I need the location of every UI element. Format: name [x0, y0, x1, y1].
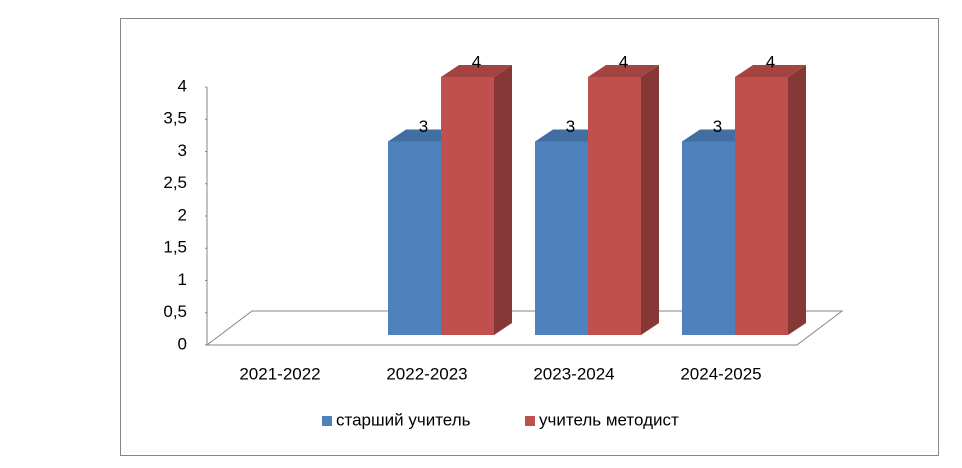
bar-top — [735, 65, 806, 77]
y-tick-label: 0,5 — [163, 302, 187, 321]
x-tick-label: 2024-2025 — [680, 364, 761, 383]
y-tick-label: 1 — [178, 270, 187, 289]
bar — [441, 65, 512, 335]
y-tick-label: 3 — [178, 141, 187, 160]
bar-front — [735, 77, 788, 335]
value-label: 4 — [619, 52, 628, 71]
value-label: 4 — [472, 52, 481, 71]
bar-front — [535, 141, 588, 335]
legend-label: учитель методист — [539, 410, 679, 429]
y-tick-label: 4 — [178, 76, 187, 95]
y-tick-label: 2 — [178, 205, 187, 224]
value-label: 3 — [713, 117, 722, 136]
legend-swatch — [322, 416, 332, 426]
value-label: 3 — [566, 117, 575, 136]
legend-label: старший учитель — [336, 410, 471, 429]
bar-front — [441, 77, 494, 335]
bar-front — [682, 141, 735, 335]
bar — [588, 65, 659, 335]
bar — [735, 65, 806, 335]
bar-front — [588, 77, 641, 335]
bar-side — [788, 65, 806, 335]
x-tick-label: 2023-2024 — [533, 364, 614, 383]
x-tick-label: 2022-2023 — [386, 364, 467, 383]
bar-side — [494, 65, 512, 335]
bar-top — [588, 65, 659, 77]
y-tick-label: 0 — [178, 334, 187, 353]
bar-top — [441, 65, 512, 77]
value-label: 4 — [766, 52, 775, 71]
chart-frame — [120, 18, 939, 456]
y-tick-label: 3,5 — [163, 109, 187, 128]
value-label: 3 — [419, 117, 428, 136]
x-tick-label: 2021-2022 — [239, 364, 320, 383]
y-tick-label: 1,5 — [163, 238, 187, 257]
y-tick-label: 2,5 — [163, 173, 187, 192]
legend-swatch — [525, 416, 535, 426]
bar-front — [388, 141, 441, 335]
bar-side — [641, 65, 659, 335]
